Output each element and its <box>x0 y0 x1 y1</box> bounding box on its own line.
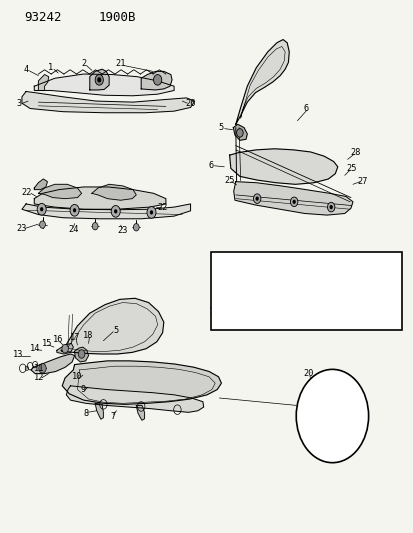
Text: 3: 3 <box>17 99 22 108</box>
Polygon shape <box>229 149 337 184</box>
Circle shape <box>150 211 153 215</box>
Text: 29: 29 <box>295 287 305 296</box>
Circle shape <box>133 223 139 231</box>
Circle shape <box>92 222 98 230</box>
Polygon shape <box>38 184 81 199</box>
Text: 93242: 93242 <box>24 11 62 24</box>
Text: 17: 17 <box>70 333 81 342</box>
Text: 8: 8 <box>83 409 88 418</box>
Text: 12: 12 <box>34 373 44 382</box>
Text: 25: 25 <box>346 165 356 173</box>
Text: 20: 20 <box>303 369 313 378</box>
Text: 14: 14 <box>30 344 40 353</box>
Circle shape <box>315 409 318 413</box>
Text: 11: 11 <box>34 364 44 373</box>
Polygon shape <box>90 69 109 90</box>
Circle shape <box>253 194 260 204</box>
Circle shape <box>329 205 332 209</box>
Text: 1: 1 <box>48 63 53 72</box>
Circle shape <box>73 208 76 213</box>
Polygon shape <box>221 280 311 304</box>
Polygon shape <box>34 74 174 96</box>
Text: 16: 16 <box>53 335 63 344</box>
Polygon shape <box>74 347 88 362</box>
Text: 1900B: 1900B <box>98 11 135 24</box>
Text: 29: 29 <box>231 272 241 281</box>
Text: 22: 22 <box>157 203 167 212</box>
Text: 24: 24 <box>68 225 78 234</box>
Polygon shape <box>22 92 194 113</box>
Text: ES ONLY: ES ONLY <box>338 319 378 328</box>
Text: 19: 19 <box>308 421 318 430</box>
Circle shape <box>95 75 103 85</box>
Text: 4: 4 <box>24 64 28 74</box>
Polygon shape <box>308 400 351 420</box>
Text: 20: 20 <box>308 394 318 403</box>
Circle shape <box>153 75 161 85</box>
FancyBboxPatch shape <box>211 252 401 330</box>
Circle shape <box>147 207 156 218</box>
Text: 25: 25 <box>223 176 234 185</box>
Circle shape <box>78 350 85 358</box>
Text: 13: 13 <box>12 350 23 359</box>
Circle shape <box>40 207 43 212</box>
Text: 18: 18 <box>83 331 94 340</box>
Text: 6: 6 <box>302 104 308 113</box>
Polygon shape <box>66 386 203 413</box>
Circle shape <box>292 200 295 204</box>
Circle shape <box>97 77 101 83</box>
Circle shape <box>37 204 46 215</box>
Text: 15: 15 <box>42 339 52 348</box>
Circle shape <box>236 128 242 137</box>
Circle shape <box>62 344 68 353</box>
Polygon shape <box>22 204 190 219</box>
Text: 9: 9 <box>80 385 85 394</box>
Circle shape <box>40 221 45 228</box>
Text: 28: 28 <box>350 148 360 157</box>
Polygon shape <box>312 285 325 300</box>
Polygon shape <box>233 182 352 215</box>
Polygon shape <box>34 179 47 190</box>
Text: 5: 5 <box>113 326 118 335</box>
Polygon shape <box>31 354 74 374</box>
Circle shape <box>111 206 120 217</box>
Polygon shape <box>62 361 221 405</box>
Text: 27: 27 <box>356 177 367 186</box>
Polygon shape <box>141 71 172 90</box>
Circle shape <box>290 197 297 207</box>
Text: 21: 21 <box>115 60 126 68</box>
Circle shape <box>70 205 79 216</box>
Text: 31: 31 <box>326 288 337 297</box>
Polygon shape <box>57 343 73 354</box>
Polygon shape <box>233 124 247 140</box>
Text: 10: 10 <box>72 372 83 381</box>
Polygon shape <box>92 184 136 200</box>
Text: 23: 23 <box>117 226 128 235</box>
Text: 26: 26 <box>185 99 195 108</box>
Polygon shape <box>38 75 49 91</box>
Text: 13: 13 <box>209 307 219 316</box>
Polygon shape <box>311 402 346 418</box>
Polygon shape <box>95 403 103 419</box>
Circle shape <box>39 364 46 373</box>
Text: 22: 22 <box>21 188 32 197</box>
Circle shape <box>255 197 258 201</box>
Circle shape <box>312 406 320 416</box>
Text: 23: 23 <box>16 224 26 233</box>
Circle shape <box>327 203 334 212</box>
Polygon shape <box>61 298 164 354</box>
Polygon shape <box>211 285 224 300</box>
Text: 2: 2 <box>81 60 86 68</box>
Text: 30: 30 <box>234 307 244 316</box>
Text: 6: 6 <box>208 161 213 170</box>
Circle shape <box>114 209 117 214</box>
Polygon shape <box>235 39 289 124</box>
Polygon shape <box>136 406 144 420</box>
Circle shape <box>296 369 368 463</box>
Text: 5: 5 <box>218 123 223 132</box>
Text: 7: 7 <box>110 411 116 421</box>
Polygon shape <box>34 187 166 209</box>
